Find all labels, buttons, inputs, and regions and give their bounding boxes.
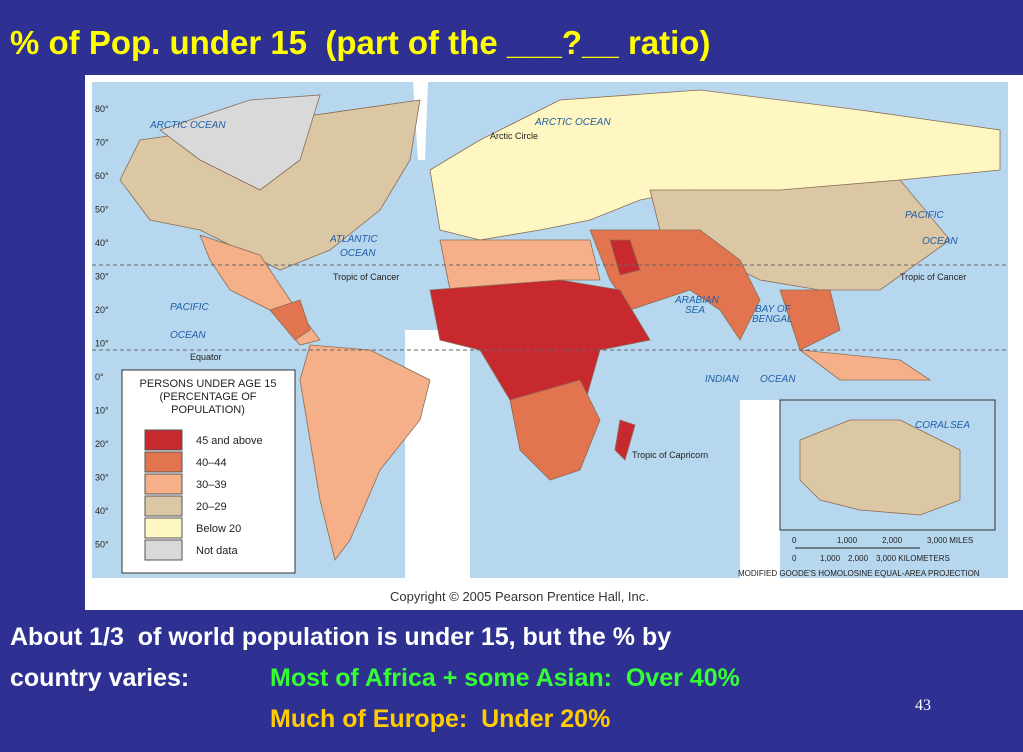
ocean-label: PACIFIC <box>170 302 209 313</box>
ocean-label: BAY OF <box>755 304 792 315</box>
highlight-text: Most of Africa + some Asian: Over 40% <box>270 664 740 692</box>
latitude-label: 0° <box>95 372 104 382</box>
legend-title: PERSONS UNDER AGE 15 <box>140 378 277 390</box>
interruption <box>740 400 780 578</box>
legend-label: 45 and above <box>196 435 263 447</box>
legend-swatch <box>144 517 183 539</box>
body-text: About 1/3 of world population is under 1… <box>10 623 671 651</box>
legend-label: 40–44 <box>196 457 227 469</box>
latitude-label: 70° <box>95 138 109 148</box>
scale-label: 1,000 <box>820 554 841 563</box>
highlight-text: Much of Europe: Under 20% <box>270 705 610 733</box>
scale-label: 3,000 KILOMETERS <box>876 554 950 563</box>
scale-label: 2,000 <box>882 536 903 545</box>
legend-title: (PERCENTAGE OF <box>160 391 257 403</box>
greenland <box>159 94 321 191</box>
legend-swatch <box>144 451 183 473</box>
ocean-label: CORAL <box>915 420 949 431</box>
iraq <box>609 239 641 276</box>
map-label: Tropic of Capricorn <box>632 450 708 460</box>
latitude-label: 40° <box>95 506 109 516</box>
legend-label: Not data <box>196 545 238 557</box>
scale-label: 2,000 <box>848 554 869 563</box>
map-label: Arctic Circle <box>490 131 538 141</box>
legend-title: POPULATION) <box>171 404 245 416</box>
latitude-label: 20° <box>95 305 109 315</box>
ocean-label: SEA <box>950 420 970 431</box>
page-number: 43 <box>915 697 931 714</box>
ocean-label: BENGAL <box>752 314 793 325</box>
legend-label: 30–39 <box>196 479 227 491</box>
latitude-label: 60° <box>95 171 109 181</box>
slide-title: % of Pop. under 15 (part of the ___?__ r… <box>10 24 710 61</box>
southeast-asia <box>779 289 841 351</box>
latitude-label: 20° <box>95 439 109 449</box>
ocean-label: OCEAN <box>340 248 376 259</box>
scale-label: 3,000 MILES <box>927 536 973 545</box>
scale-label: 1,000 <box>837 536 858 545</box>
madagascar <box>614 419 636 461</box>
southern-africa <box>509 379 601 481</box>
legend-label: 20–29 <box>196 501 227 513</box>
australia <box>799 419 961 516</box>
legend-label: Below 20 <box>196 523 241 535</box>
latitude-label: 10° <box>95 339 109 349</box>
ocean-label: PACIFIC <box>905 210 944 221</box>
latitude-label: 30° <box>95 272 109 282</box>
legend-swatch <box>144 473 183 495</box>
ocean-label: ARABIAN <box>674 295 720 306</box>
south-america <box>299 344 431 561</box>
ocean-label: INDIAN <box>705 374 740 385</box>
legend-swatch <box>144 495 183 517</box>
map-label: Equator <box>190 352 222 362</box>
legend-items: PERSONS UNDER AGE 15(PERCENTAGE OFPOPULA… <box>140 378 277 561</box>
indonesia <box>798 349 932 381</box>
scale: 0 1,000 2,000 3,000 MILES 0 1,000 2,000 3,000 K… <box>792 536 973 563</box>
body-text: country varies: <box>10 664 189 692</box>
legend-swatch <box>144 429 183 451</box>
scale-label: 0 <box>792 536 797 545</box>
map-label: Tropic of Cancer <box>333 272 399 282</box>
ocean-label: ATLANTIC <box>329 234 378 245</box>
ocean-label: OCEAN <box>760 374 796 385</box>
map: ARCTIC OCEAN ARCTIC OCEAN Arctic Circle … <box>92 82 1008 578</box>
copyright: Copyright © 2005 Pearson Prentice Hall, … <box>390 589 649 604</box>
latitude-label: 10° <box>95 406 109 416</box>
latitude-label: 80° <box>95 104 109 114</box>
ocean-label: ARCTIC OCEAN <box>534 117 611 128</box>
latitude-label: 50° <box>95 205 109 215</box>
projection: MODIFIED GOODE'S HOMOLOSINE EQUAL-AREA P… <box>738 569 980 578</box>
latitude-label: 40° <box>95 238 109 248</box>
legend-swatch <box>144 539 183 561</box>
central-america <box>269 299 311 341</box>
latitude-label: 30° <box>95 473 109 483</box>
ocean-label: SEA <box>685 305 705 316</box>
latitude-labels: 80° 70° 60° 50° 40° 30° 20° 10° 0° 10° 20° 30° 40° 50… <box>95 104 109 550</box>
ocean-label: OCEAN <box>922 236 958 247</box>
map-label: Tropic of Cancer <box>900 272 966 282</box>
latitude-label: 50° <box>95 540 109 550</box>
scale-label: 0 <box>792 554 797 563</box>
ocean-label: ARCTIC OCEAN <box>149 120 226 131</box>
ocean-label: OCEAN <box>170 330 206 341</box>
interruption <box>405 330 470 578</box>
